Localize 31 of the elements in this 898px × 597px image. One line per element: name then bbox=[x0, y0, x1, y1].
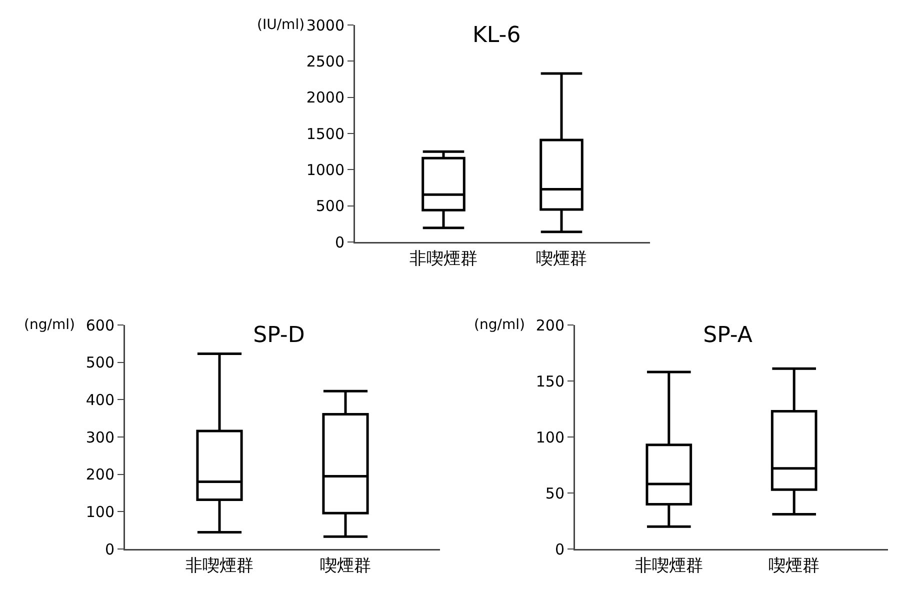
y-tick-label: 400 bbox=[86, 390, 114, 409]
chart-title: KL-6 bbox=[472, 22, 521, 48]
x-tick-label: 非喫煙群 bbox=[410, 248, 478, 269]
x-tick-label: 非喫煙群 bbox=[634, 556, 703, 576]
y-axis-title: (IU/ml) bbox=[257, 17, 305, 33]
y-tick-label: 2000 bbox=[306, 88, 344, 107]
y-tick-label: 0 bbox=[334, 233, 344, 252]
y-tick-label: 600 bbox=[86, 316, 114, 334]
x-tick-label: 喫煙群 bbox=[768, 556, 820, 576]
chart-title: SP-D bbox=[253, 322, 305, 348]
y-tick-label: 500 bbox=[316, 197, 344, 216]
y-tick-label: 3000 bbox=[306, 16, 344, 34]
y-tick-label: 500 bbox=[86, 354, 114, 372]
y-tick-label: 50 bbox=[545, 484, 564, 502]
x-tick-label: 非喫煙群 bbox=[186, 556, 254, 576]
y-axis-title: (ng/ml) bbox=[474, 317, 525, 333]
y-tick-label: 1500 bbox=[306, 124, 344, 143]
y-tick-label: 0 bbox=[104, 540, 114, 558]
y-tick-label: 100 bbox=[536, 428, 564, 446]
y-axis-title: (ng/ml) bbox=[24, 317, 75, 333]
y-tick-label: 100 bbox=[86, 502, 114, 521]
y-tick-label: 200 bbox=[536, 316, 564, 334]
y-tick-label: 0 bbox=[554, 540, 564, 558]
x-tick-label: 喫煙群 bbox=[320, 556, 371, 576]
chart-title: SP-A bbox=[703, 322, 752, 348]
y-tick-label: 150 bbox=[536, 372, 564, 390]
y-tick-label: 1000 bbox=[306, 160, 344, 179]
y-tick-label: 300 bbox=[86, 428, 114, 446]
y-tick-label: 200 bbox=[86, 466, 114, 484]
y-tick-label: 2500 bbox=[306, 52, 344, 70]
x-tick-label: 喫煙群 bbox=[536, 248, 587, 269]
